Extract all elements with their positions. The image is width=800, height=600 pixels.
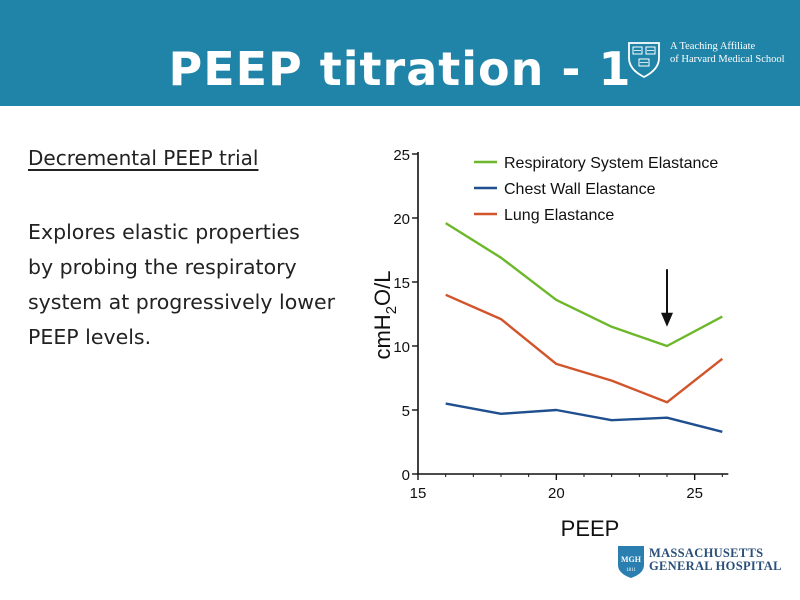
affiliation-text: A Teaching Affiliate of Harvard Medical … <box>670 40 785 66</box>
slide-title: PEEP titration - 1 <box>168 42 632 96</box>
y-axis-label-sub: 2 <box>383 306 400 314</box>
legend-label-0: Respiratory System Elastance <box>504 155 718 172</box>
harvard-affiliation: A Teaching Affiliate of Harvard Medical … <box>626 40 796 80</box>
body-line-4: PEEP levels. <box>28 325 152 349</box>
title-bar: PEEP titration - 1 A Teaching Affiliate … <box>0 0 800 106</box>
body-line-3: system at progressively lower <box>28 290 336 314</box>
body-line-1: Explores elastic properties <box>28 220 300 244</box>
y-tick-label: 25 <box>393 147 410 164</box>
x-axis-label: PEEP <box>561 516 620 541</box>
body-text: Explores elastic properties by probing t… <box>28 215 358 355</box>
harvard-shield-icon <box>628 42 660 78</box>
annotation-arrow-head <box>661 312 673 327</box>
subtitle: Decremental PEEP trial <box>28 146 259 170</box>
y-tick-label: 10 <box>393 339 410 356</box>
chart-axes <box>417 152 729 475</box>
y-axis-label-end: O/L <box>370 270 395 305</box>
series-line-0 <box>445 222 723 348</box>
y-axis-label: cmH2O/L <box>370 270 400 359</box>
affiliation-line-2: of Harvard Medical School <box>670 54 785 65</box>
mgh-text: MASSACHUSETTS GENERAL HOSPITAL <box>649 547 782 573</box>
mgh-line-2: GENERAL HOSPITAL <box>649 559 782 573</box>
mgh-logo-text: MGH <box>621 555 642 564</box>
mgh-logo-year: 1811 <box>626 568 636 573</box>
series-line-1 <box>445 402 723 433</box>
y-tick-label: 15 <box>393 275 410 292</box>
x-tick-label: 20 <box>548 485 565 502</box>
x-tick-label: 25 <box>686 485 703 502</box>
affiliation-line-1: A Teaching Affiliate <box>670 41 756 52</box>
y-tick-label: 0 <box>402 467 410 484</box>
chart-series <box>445 222 724 433</box>
series-line-2 <box>445 293 724 404</box>
y-tick-label: 20 <box>393 211 410 228</box>
y-tick-label: 5 <box>402 403 410 420</box>
mgh-logo: MGH 1811 MASSACHUSETTS GENERAL HOSPITAL <box>617 545 787 585</box>
x-tick-label: 15 <box>410 485 427 502</box>
chart-legend: Respiratory System Elastance Chest Wall E… <box>474 155 718 224</box>
chart-annotation <box>661 269 673 327</box>
y-axis-label-main: cmH <box>370 314 395 359</box>
mgh-shield-icon: MGH 1811 <box>618 546 644 578</box>
mgh-line-1: MASSACHUSETTS <box>649 546 764 560</box>
chart-ticks: 0 5 10 15 20 25 15 20 25 <box>393 147 723 502</box>
body-line-2: by probing the respiratory <box>28 255 297 279</box>
legend-label-2: Lung Elastance <box>504 207 614 224</box>
legend-label-1: Chest Wall Elastance <box>504 181 656 198</box>
